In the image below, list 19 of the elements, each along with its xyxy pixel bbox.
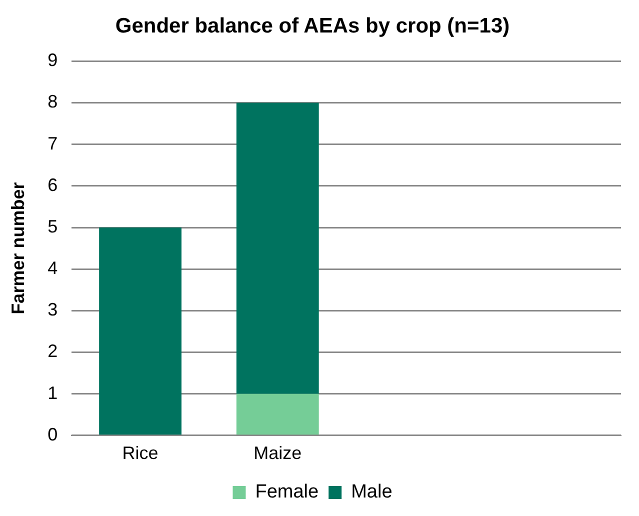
y-tick-label: 0 <box>48 424 58 444</box>
chart-title: Gender balance of AEAs by crop (n=13) <box>115 14 510 38</box>
bar <box>236 394 319 435</box>
y-tick-label: 2 <box>48 341 58 362</box>
y-tick-label: 6 <box>48 174 58 195</box>
y-tick-label: 7 <box>48 133 58 154</box>
x-tick-label: Maize <box>254 443 302 464</box>
y-axis-title: Farmer number <box>8 182 28 314</box>
y-tick-label: 5 <box>48 216 58 236</box>
bar <box>99 228 182 435</box>
y-tick-label: 3 <box>48 300 58 320</box>
legend-label: Female <box>255 482 319 503</box>
y-tick-label: 1 <box>48 382 58 403</box>
x-tick-label: Rice <box>122 443 158 464</box>
legend-label: Male <box>351 482 392 503</box>
y-tick-label: 9 <box>48 50 58 70</box>
y-tick-label: 4 <box>48 258 58 278</box>
y-tick-label: 8 <box>48 92 58 112</box>
bar <box>236 102 319 394</box>
